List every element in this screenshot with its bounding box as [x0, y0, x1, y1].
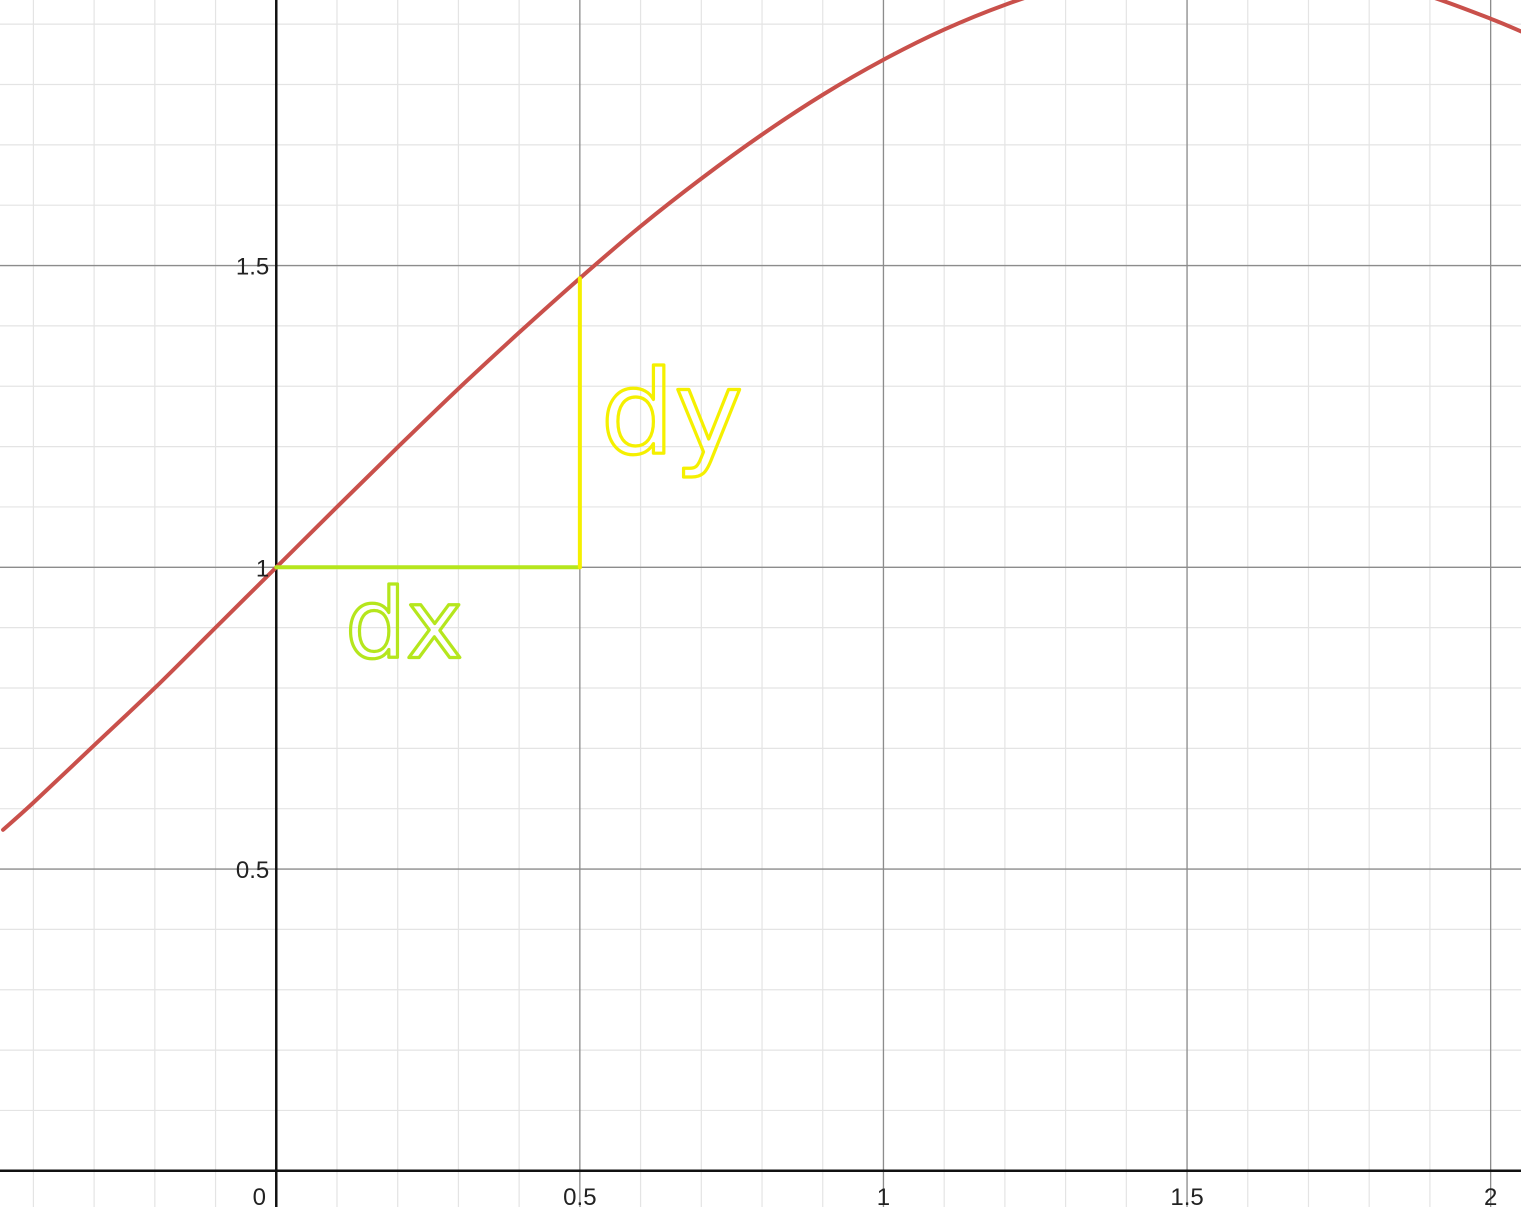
series-layer [1, 0, 1521, 832]
dx-label: dx [345, 568, 463, 680]
y-tick-label-1: 1 [256, 555, 269, 582]
x-tick-label-2: 2 [1484, 1184, 1497, 1207]
y-tick-labels: 0.5 1 1.5 [236, 254, 269, 884]
dy-label: dy [601, 346, 743, 481]
series-curve-0[interactable] [1, 0, 1521, 832]
annotation-layer: dx dy [274, 276, 745, 682]
x-tick-labels: 0 0.5 1 1.5 2 [253, 1184, 1498, 1207]
x-tick-label-1.5: 1.5 [1170, 1184, 1203, 1207]
x-tick-label-0.5: 0.5 [563, 1184, 596, 1207]
y-tick-label-0.5: 0.5 [236, 857, 269, 884]
x-tick-label-0: 0 [253, 1184, 266, 1207]
x-tick-label-1: 1 [877, 1184, 890, 1207]
y-tick-label-1.5: 1.5 [236, 254, 269, 281]
